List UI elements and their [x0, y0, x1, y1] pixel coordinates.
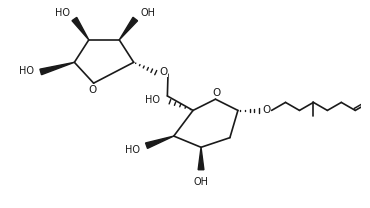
Text: O: O [263, 105, 271, 115]
Text: HO: HO [125, 145, 139, 156]
Text: OH: OH [141, 8, 156, 18]
Text: O: O [159, 67, 168, 77]
Polygon shape [40, 62, 74, 75]
Text: OH: OH [194, 177, 209, 187]
Polygon shape [72, 17, 89, 40]
Polygon shape [198, 147, 204, 170]
Polygon shape [119, 17, 138, 40]
Text: HO: HO [55, 8, 70, 18]
Polygon shape [145, 136, 174, 148]
Text: HO: HO [145, 95, 160, 105]
Text: HO: HO [19, 66, 34, 76]
Text: O: O [88, 85, 96, 95]
Text: O: O [212, 88, 220, 98]
